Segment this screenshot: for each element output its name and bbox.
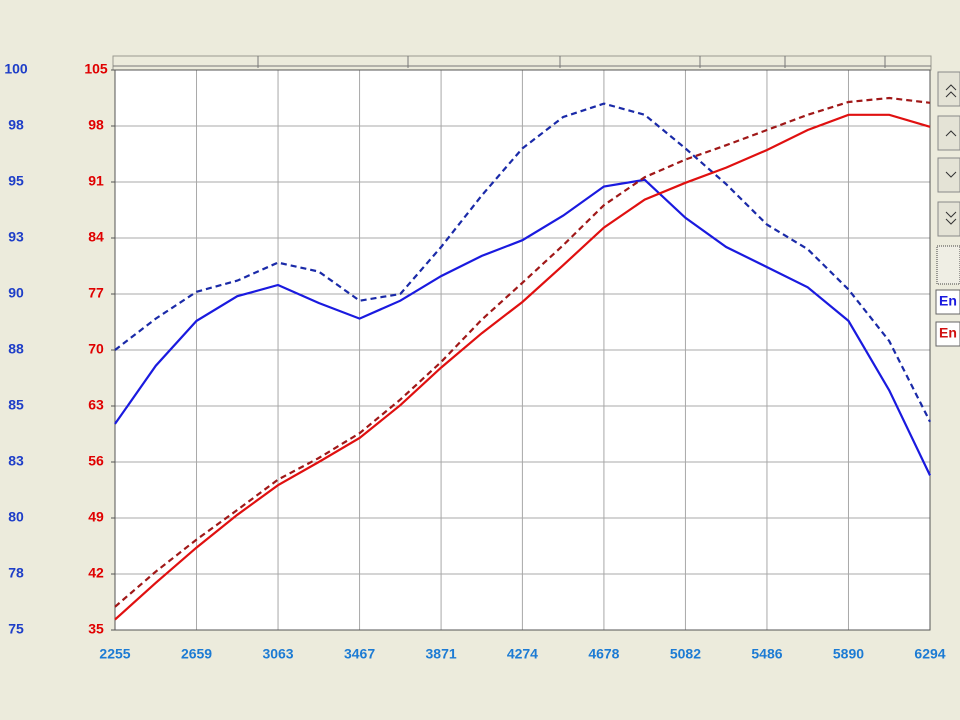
y2-tick-label: 56: [88, 453, 104, 469]
side-buttons: [936, 71, 960, 285]
y-tick-label: 90: [8, 285, 24, 301]
series-line: [114, 96, 931, 608]
legend-box: [935, 289, 960, 315]
x-tick-label: 3467: [344, 646, 375, 662]
y2-tick-label: 70: [88, 341, 104, 357]
scroll-button[interactable]: [937, 71, 960, 107]
y-tick-label: 93: [8, 229, 24, 245]
y-tick-label: 85: [8, 397, 24, 413]
y2-tick-label: 98: [88, 117, 104, 133]
y2-tick-label: 105: [84, 61, 108, 77]
y-tick-label: 88: [8, 341, 24, 357]
series-line: [114, 178, 931, 476]
y2-tick-label: 35: [88, 621, 104, 637]
x-tick-label: 2255: [99, 646, 130, 662]
y-tick-label: 95: [8, 173, 24, 189]
y2-tick-label: 42: [88, 565, 104, 581]
x-tick-label: 2659: [181, 646, 212, 662]
y-tick-label: 75: [8, 621, 24, 637]
y-tick-label: 78: [8, 565, 24, 581]
x-tick-label: 5486: [751, 646, 782, 662]
x-tick-label: 3063: [262, 646, 293, 662]
y-tick-label: 83: [8, 453, 24, 469]
top-ruler: [112, 55, 932, 71]
y-tick-label: 80: [8, 509, 24, 525]
series-line: [114, 102, 931, 423]
y2-tick-label: 84: [88, 229, 104, 245]
x-tick-label: 5082: [670, 646, 701, 662]
legend-box: [935, 321, 960, 347]
x-tick-label: 3871: [426, 646, 457, 662]
x-tick-label: 4678: [588, 646, 619, 662]
y2-tick-label: 49: [88, 509, 104, 525]
y2-tick-label: 77: [88, 285, 104, 301]
y2-tick-label: 63: [88, 397, 104, 413]
scroll-button[interactable]: [937, 201, 960, 237]
legend-label: En: [939, 293, 957, 309]
x-tick-label: 6294: [914, 646, 945, 662]
legend-label: En: [939, 325, 957, 341]
select-button[interactable]: [936, 245, 960, 285]
x-tick-label: 4274: [507, 646, 538, 662]
y-tick-label: 100: [4, 61, 28, 77]
x-tick-label: 5890: [833, 646, 864, 662]
y-tick-label: 98: [8, 117, 24, 133]
y2-tick-label: 91: [88, 173, 104, 189]
series-line: [114, 113, 931, 621]
